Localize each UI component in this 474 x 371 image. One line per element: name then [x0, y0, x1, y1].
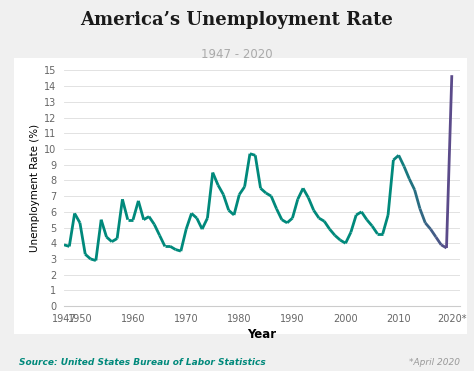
Text: America’s Unemployment Rate: America’s Unemployment Rate — [81, 11, 393, 29]
Y-axis label: Unemployment Rate (%): Unemployment Rate (%) — [30, 124, 40, 252]
X-axis label: Year: Year — [247, 328, 276, 341]
Text: Source: United States Bureau of Labor Statistics: Source: United States Bureau of Labor St… — [19, 358, 266, 367]
Text: *April 2020: *April 2020 — [409, 358, 460, 367]
FancyBboxPatch shape — [5, 52, 474, 339]
Text: 1947 - 2020: 1947 - 2020 — [201, 48, 273, 61]
